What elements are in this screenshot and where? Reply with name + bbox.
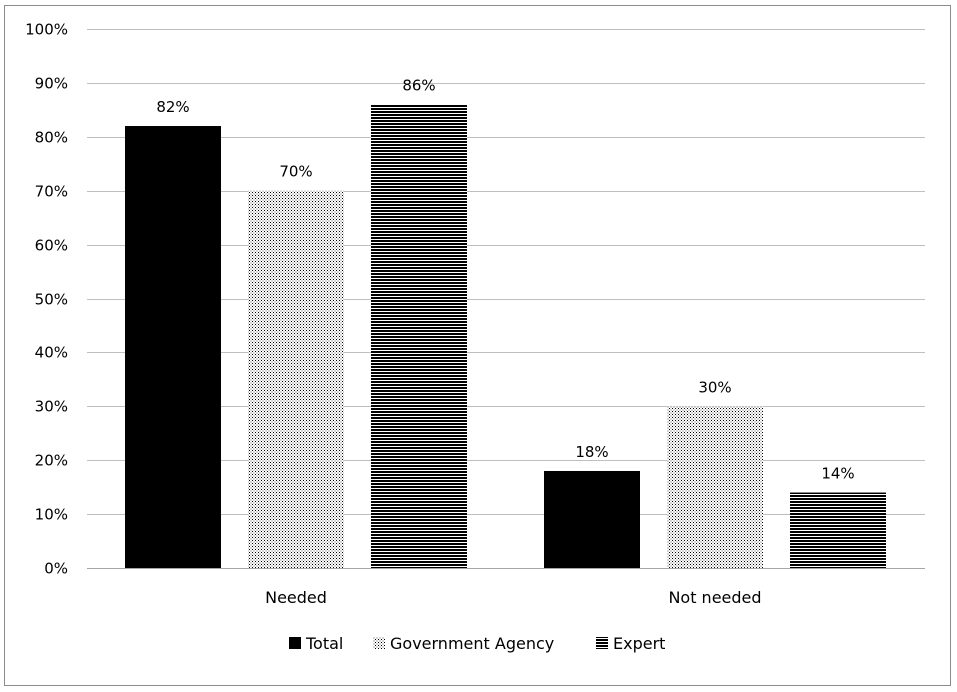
data-label: 86%	[402, 76, 435, 94]
data-labels: 82% 70% 86% 18% 30% 14%	[156, 76, 854, 482]
y-tick-label: 50%	[35, 291, 68, 309]
y-tick-label: 20%	[35, 452, 68, 470]
gridlines	[87, 29, 925, 569]
y-tick-label: 80%	[35, 129, 68, 147]
legend-label: Total	[305, 634, 343, 653]
x-category-label: Not needed	[668, 588, 761, 607]
legend-label: Expert	[613, 634, 665, 653]
legend: Total Government Agency Expert	[289, 634, 665, 653]
bars	[125, 104, 886, 569]
legend-swatch	[289, 637, 301, 649]
bar-government-agency	[667, 406, 763, 568]
y-tick-label: 60%	[35, 237, 68, 255]
data-label: 82%	[156, 98, 189, 116]
bar-government-agency	[248, 190, 344, 568]
bar-expert	[790, 492, 886, 568]
bar-total	[125, 126, 221, 569]
y-tick-label: 10%	[35, 506, 68, 524]
x-axis-categories: Needed Not needed	[265, 588, 761, 607]
y-tick-label: 30%	[35, 398, 68, 416]
y-axis-ticks: 0% 10% 20% 30% 40% 50% 60% 70% 80% 90% 100%	[25, 21, 68, 578]
y-tick-label: 100%	[25, 21, 68, 39]
x-category-label: Needed	[265, 588, 327, 607]
data-label: 18%	[575, 443, 608, 461]
y-tick-label: 40%	[35, 344, 68, 362]
y-tick-label: 90%	[35, 75, 68, 93]
bar-total	[544, 470, 640, 568]
data-label: 70%	[279, 163, 312, 181]
data-label: 14%	[821, 465, 854, 483]
legend-swatch	[596, 637, 608, 649]
legend-label: Government Agency	[390, 634, 554, 653]
y-tick-label: 70%	[35, 183, 68, 201]
y-tick-label: 0%	[44, 560, 68, 578]
data-label: 30%	[698, 378, 731, 396]
bar-expert	[371, 104, 467, 569]
legend-swatch	[373, 637, 385, 649]
